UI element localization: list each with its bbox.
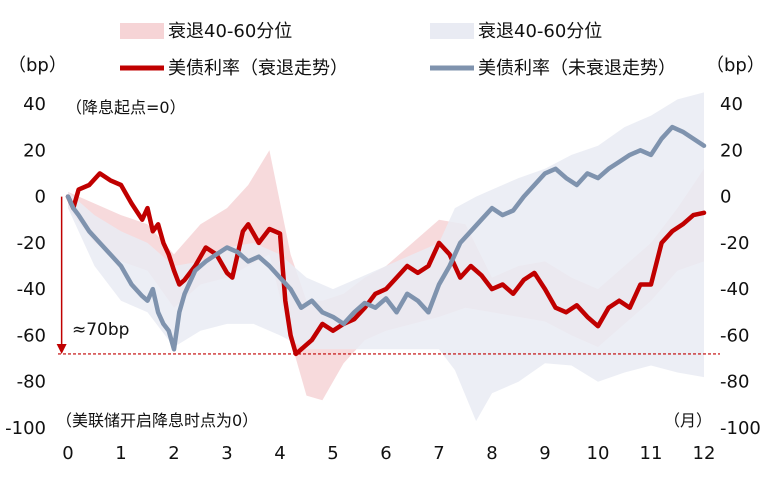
x-tick: 3 <box>221 443 232 464</box>
x-tick: 2 <box>168 443 179 464</box>
x-tick: 5 <box>327 443 338 464</box>
y-tick-left: -40 <box>17 279 46 300</box>
legend-label: 衰退40-60分位 <box>478 21 602 42</box>
x-axis-label: （美联储开启降息时点为0） <box>56 411 258 430</box>
annotation-layer: （降息起点=0） （美联储开启降息时点为0） （月） ≈70bp <box>56 98 712 430</box>
y-tick-left: 20 <box>23 140 46 161</box>
x-tick: 1 <box>115 443 126 464</box>
y-tick-right: -60 <box>720 325 749 346</box>
x-tick: 0 <box>62 443 73 464</box>
subtitle: （降息起点=0） <box>66 98 186 117</box>
x-tick: 10 <box>587 443 610 464</box>
legend-label: 美债利率（未衰退走势） <box>478 58 676 79</box>
y-tick-right: 40 <box>720 94 743 115</box>
legend-label: 衰退40-60分位 <box>168 21 292 42</box>
y-tick-left: -80 <box>17 372 46 393</box>
x-axis-unit: （月） <box>664 411 712 430</box>
x-tick: 4 <box>274 443 285 464</box>
series-line-no-recession <box>65 124 707 352</box>
annotation-label: ≈70bp <box>72 320 129 340</box>
y-tick-right: 0 <box>720 187 731 208</box>
x-tick: 12 <box>693 443 716 464</box>
y-tick-right: 20 <box>720 140 743 161</box>
y-tick-left: -60 <box>17 325 46 346</box>
x-tick: 11 <box>640 443 663 464</box>
y-tick-left: 0 <box>35 187 46 208</box>
left-axis-unit: （bp） <box>8 55 67 76</box>
y-tick-right: -20 <box>720 233 749 254</box>
x-tick: 8 <box>486 443 497 464</box>
y-tick-left: -100 <box>5 418 46 439</box>
y-tick-right: -40 <box>720 279 749 300</box>
y-tick-right: -100 <box>720 418 761 439</box>
x-tick: 6 <box>380 443 391 464</box>
annotation-arrow-head <box>56 343 67 354</box>
x-tick: 7 <box>433 443 444 464</box>
legend-swatch-band <box>120 23 164 39</box>
y-tick-right: -80 <box>720 372 749 393</box>
series-line-recession <box>65 171 707 357</box>
lines-layer <box>65 124 707 357</box>
y-tick-left: 40 <box>23 94 46 115</box>
y-tick-left: -20 <box>17 233 46 254</box>
bands-layer <box>68 92 704 422</box>
legend-swatch-band <box>430 23 474 39</box>
x-tick: 9 <box>539 443 550 464</box>
right-axis-unit: （bp） <box>706 55 765 76</box>
legend-label: 美债利率（衰退走势） <box>168 58 348 79</box>
